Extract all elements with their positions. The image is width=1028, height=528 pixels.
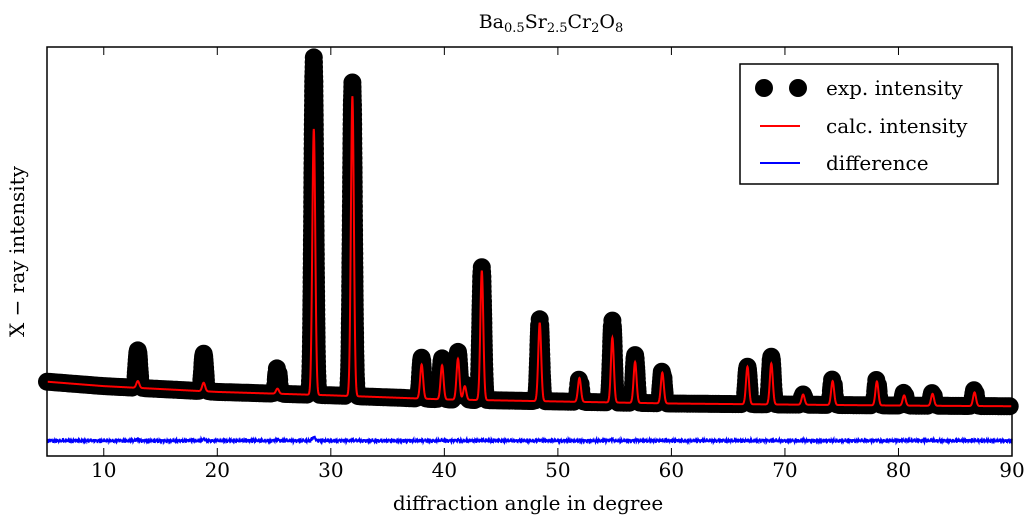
x-tick-label: 30 [318,458,343,482]
x-axis: 10 20 30 40 50 60 70 80 90 [91,47,1025,482]
x-tick-label: 50 [545,458,570,482]
y-axis-label: X − ray intensity [5,165,29,337]
legend-marker-exp [789,79,807,97]
x-tick-label: 10 [91,458,116,482]
plot-data-group [38,48,1019,446]
legend-label-exp: exp. intensity [826,76,963,100]
x-tick-label: 80 [886,458,911,482]
legend-label-calc: calc. intensity [826,114,968,138]
legend: exp. intensity calc. intensity differenc… [739,63,999,185]
x-tick-label: 70 [772,458,797,482]
series-difference [46,435,1013,446]
x-tick-label: 60 [659,458,684,482]
x-tick-label: 40 [432,458,457,482]
legend-marker-exp [755,79,773,97]
plot-frame [46,46,1013,457]
chart-title: Ba0.5Sr2.5Cr2O8 [479,11,624,36]
legend-label-diff: difference [826,151,929,175]
x-axis-label: diffraction angle in degree [393,491,663,515]
series-calc-intensity [46,96,1012,408]
x-tick-label: 90 [999,458,1024,482]
x-tick-label: 20 [205,458,230,482]
